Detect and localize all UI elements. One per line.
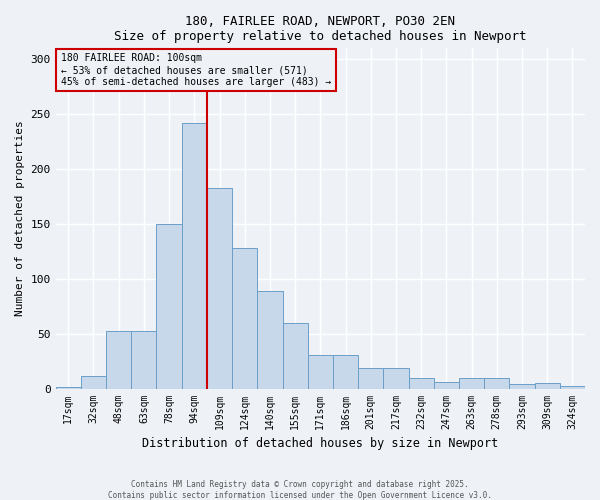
Bar [207, 188, 232, 388]
Text: 180 FAIRLEE ROAD: 100sqm
← 53% of detached houses are smaller (571)
45% of semi-: 180 FAIRLEE ROAD: 100sqm ← 53% of detach… [61, 54, 331, 86]
Bar [182, 123, 207, 388]
Bar [81, 376, 106, 388]
Bar [409, 378, 434, 388]
Bar [283, 322, 308, 388]
Bar [232, 248, 257, 388]
Bar [106, 332, 131, 388]
Bar [459, 378, 484, 388]
Bar [157, 224, 182, 388]
Bar [509, 384, 535, 388]
Bar [333, 354, 358, 388]
Bar [560, 386, 585, 388]
Bar [131, 332, 157, 388]
Bar [358, 368, 383, 388]
Bar [383, 368, 409, 388]
X-axis label: Distribution of detached houses by size in Newport: Distribution of detached houses by size … [142, 437, 499, 450]
Bar [535, 383, 560, 388]
Text: Contains HM Land Registry data © Crown copyright and database right 2025.
Contai: Contains HM Land Registry data © Crown c… [108, 480, 492, 500]
Bar [434, 382, 459, 388]
Bar [308, 354, 333, 388]
Y-axis label: Number of detached properties: Number of detached properties [15, 120, 25, 316]
Bar [257, 291, 283, 388]
Title: 180, FAIRLEE ROAD, NEWPORT, PO30 2EN
Size of property relative to detached house: 180, FAIRLEE ROAD, NEWPORT, PO30 2EN Siz… [114, 15, 527, 43]
Bar [484, 378, 509, 388]
